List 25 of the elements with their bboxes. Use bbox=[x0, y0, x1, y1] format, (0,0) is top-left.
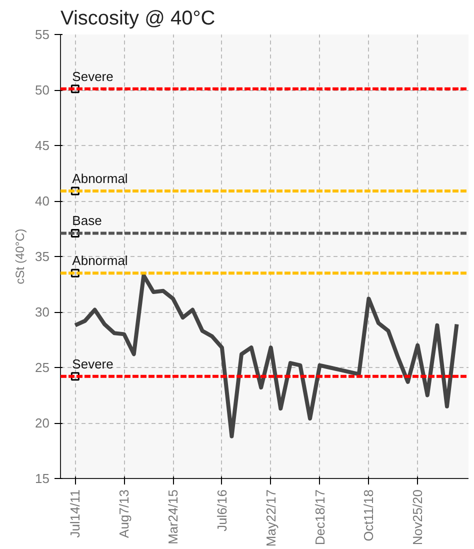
x-tick-label: Jul6/16 bbox=[214, 490, 230, 532]
ref-line-label: Base bbox=[72, 213, 102, 228]
ref-line-label: Severe bbox=[72, 356, 114, 372]
ref-line-label: Abnormal bbox=[72, 253, 128, 268]
line-series bbox=[73, 273, 459, 438]
x-tick-label: Jul14/11 bbox=[68, 489, 83, 538]
y-tick-label: 45 bbox=[35, 138, 50, 153]
x-tick-label: Oct11/18 bbox=[361, 489, 376, 542]
x-tick-label: Aug7/13 bbox=[116, 489, 132, 538]
ref-line-label: Abnormal bbox=[72, 171, 128, 186]
y-tick-label: 20 bbox=[35, 416, 50, 430]
y-tick-label: 50 bbox=[35, 82, 50, 98]
x-tick-label: May22/17 bbox=[263, 489, 278, 547]
chart-title: Viscosity @ 40°C bbox=[60, 8, 216, 30]
y-axis-title: cSt (40°C) bbox=[13, 228, 28, 284]
y-tick-label: 40 bbox=[35, 194, 50, 208]
x-tick-label: Nov25/20 bbox=[410, 489, 426, 546]
y-tick-label: 15 bbox=[35, 471, 50, 486]
y-tick-label: 25 bbox=[35, 360, 50, 375]
y-tick-label: 55 bbox=[35, 27, 50, 42]
x-tick-label: Mar24/15 bbox=[166, 490, 181, 544]
ref-line-label: Severe bbox=[72, 68, 114, 84]
y-tick-label: 30 bbox=[35, 304, 50, 320]
y-tick-label: 35 bbox=[35, 249, 50, 264]
x-tick-label: Dec18/17 bbox=[312, 489, 328, 546]
